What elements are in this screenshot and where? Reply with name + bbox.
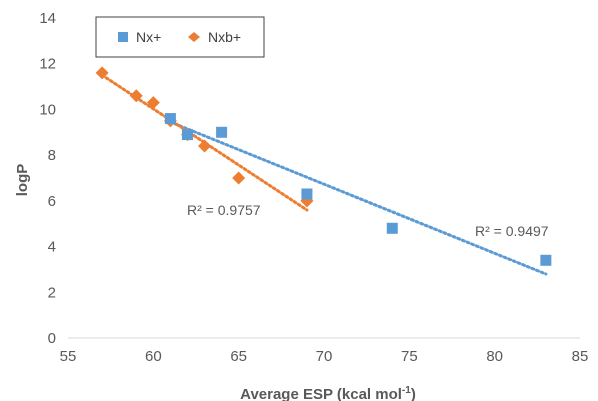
x-tick-label: 70 <box>316 348 333 365</box>
data-point-nxb <box>198 139 212 153</box>
x-tick-labels: 55 60 65 70 75 80 85 <box>60 348 589 365</box>
x-tick-label: 85 <box>572 348 589 365</box>
x-tick-label: 75 <box>401 348 418 365</box>
y-tick-label: 12 <box>39 56 56 73</box>
trendline-nx <box>168 120 548 276</box>
y-tick-label: 10 <box>39 101 56 118</box>
x-axis-title: Average ESP (kcal mol-1) <box>240 385 416 401</box>
data-point-nx <box>301 188 313 200</box>
x-tick-label: 65 <box>230 348 247 365</box>
data-point-nxb <box>232 171 246 185</box>
data-point-nx <box>386 222 398 234</box>
data-point-nxb <box>146 96 160 110</box>
y-tick-label: 14 <box>39 10 56 27</box>
r2-label-nx: R² = 0.9497 <box>475 223 549 239</box>
legend-square-marker <box>118 32 128 42</box>
data-point-nx <box>181 129 193 141</box>
data-point-nxb <box>95 66 109 80</box>
legend-label-nx: Nx+ <box>136 29 161 45</box>
data-point-nx <box>540 254 552 266</box>
y-tick-label: 4 <box>48 239 56 256</box>
data-markers <box>95 66 552 266</box>
y-tick-label: 6 <box>48 193 56 210</box>
data-point-nx <box>164 113 176 125</box>
legend-label-nxb: Nxb+ <box>208 29 241 45</box>
x-tick-label: 60 <box>145 348 162 365</box>
r2-label-nxb: R² = 0.9757 <box>187 202 261 218</box>
y-tick-label: 8 <box>48 147 56 164</box>
y-tick-label: 0 <box>48 330 56 347</box>
data-point-nx <box>216 126 228 138</box>
x-tick-label: 55 <box>60 348 77 365</box>
y-axis-title: logP <box>14 164 31 197</box>
x-tick-label: 80 <box>486 348 503 365</box>
legend: Nx+ Nxb+ <box>95 16 265 58</box>
trendlines <box>100 73 548 276</box>
data-point-nxb <box>129 89 143 103</box>
y-tick-label: 2 <box>48 284 56 301</box>
legend-diamond-marker <box>188 32 200 42</box>
y-tick-labels: 0 2 4 6 8 10 12 14 <box>39 10 56 347</box>
